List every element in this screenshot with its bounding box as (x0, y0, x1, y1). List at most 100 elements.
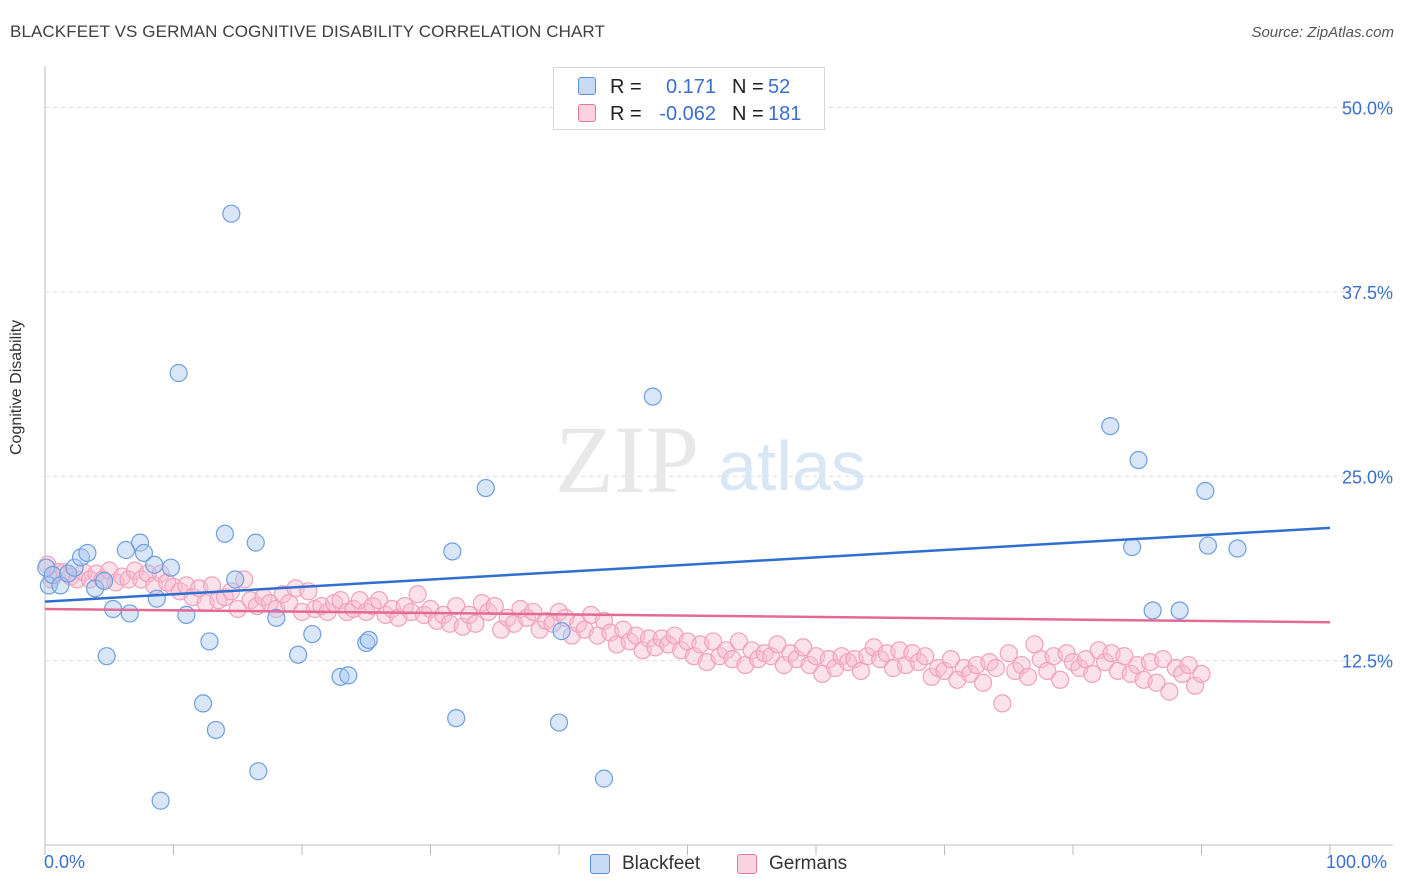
blackfeet-point (476, 478, 495, 498)
y-tick-label: 37.5% (1342, 283, 1393, 303)
germans-point (466, 614, 485, 633)
germans-point (794, 638, 813, 657)
r-value: 0.171 (665, 76, 716, 98)
germans-point (1160, 682, 1179, 701)
y-tick-label: 12.5% (1342, 652, 1393, 672)
germans-point (761, 647, 781, 666)
germans-point (524, 602, 543, 622)
blackfeet-point (303, 624, 322, 644)
blackfeet-point (289, 645, 308, 664)
blackfeet-point (177, 605, 196, 625)
germans-point (768, 635, 787, 654)
blackfeet-point (151, 791, 170, 810)
blackfeet-point (1170, 601, 1189, 620)
r-label: R = (610, 103, 642, 125)
blackfeet-point (147, 589, 166, 608)
blackfeet-point (443, 542, 462, 561)
blackfeet-point (97, 647, 116, 666)
germans-point (1083, 664, 1102, 684)
trend-lines (44, 526, 1331, 624)
n-label: N = (732, 103, 764, 125)
source-label: Source: ZipAtlas.com (1251, 24, 1394, 41)
y-tick-label: 25.0% (1342, 467, 1393, 487)
germans-point (1051, 670, 1070, 689)
blackfeet-point (359, 630, 378, 650)
blackfeet-point (1196, 481, 1215, 501)
germans-point (1018, 667, 1038, 686)
blackfeet-point (246, 533, 265, 552)
germans-trend-line (44, 607, 1331, 624)
axes (44, 66, 1393, 855)
blackfeet-point (145, 555, 164, 574)
germans-point (1192, 664, 1211, 684)
blackfeet-point (447, 709, 466, 728)
germans-point (228, 599, 247, 619)
blackfeet-point (161, 558, 181, 577)
germans-point (941, 650, 961, 669)
watermark-zip: ZIP (555, 406, 699, 513)
germans-legend-swatch (737, 854, 757, 874)
germans-point (973, 673, 993, 692)
blackfeet-trend-line (44, 526, 1331, 603)
germans-point (408, 585, 427, 604)
germans-point (68, 570, 87, 589)
correlation-legend: R = 0.171 N = 52 R = -0.062 N = 181 (553, 67, 825, 130)
germans-point (916, 647, 935, 666)
blackfeet-point (643, 387, 662, 406)
watermark: ZIP atlas (555, 406, 866, 513)
blackfeet-point (549, 713, 569, 732)
n-label: N = (732, 76, 764, 98)
x-tick-max: 100.0% (1326, 852, 1388, 872)
blackfeet-point (552, 622, 571, 641)
blackfeet-point (222, 204, 241, 223)
blackfeet-point (169, 363, 188, 383)
germans-point (1179, 655, 1198, 675)
blackfeet-point (331, 667, 350, 686)
blackfeet-point (120, 604, 139, 623)
germans-point (935, 661, 954, 681)
blackfeet-point (215, 524, 234, 543)
blackfeet-point (1123, 537, 1142, 557)
germans-point (1012, 655, 1031, 675)
blackfeet-point (249, 762, 268, 781)
blackfeet-point (193, 694, 213, 713)
blackfeet-point (200, 632, 219, 651)
blackfeet-point (78, 543, 97, 563)
germans-point (1115, 647, 1134, 666)
y-axis-label: Cognitive Disability (8, 319, 25, 455)
blackfeet-point (37, 558, 56, 577)
germans-points (38, 555, 1211, 713)
r-label: R = (610, 76, 642, 98)
blackfeet-point (357, 633, 376, 653)
watermark-atlas: atlas (718, 427, 866, 505)
germans-legend-label: Germans (769, 853, 848, 874)
blackfeet-point (267, 608, 286, 627)
blackfeet-point (130, 533, 150, 552)
n-value: 52 (768, 76, 791, 98)
blackfeet-legend-label: Blackfeet (622, 853, 701, 874)
blackfeet-point (1143, 601, 1162, 620)
germans-point (331, 591, 350, 610)
blackfeet-point (1129, 450, 1148, 470)
blackfeet-points (37, 204, 1247, 810)
germans-point (999, 644, 1018, 663)
r-value: -0.062 (659, 103, 716, 125)
blackfeet-point (1228, 539, 1247, 558)
blackfeet-legend-swatch (590, 854, 610, 874)
y-tick-labels: 12.5% 25.0% 37.5% 50.0% (1342, 99, 1393, 672)
blackfeet-point (206, 720, 226, 740)
blackfeet-point (339, 666, 358, 685)
chart-title: BLACKFEET VS GERMAN COGNITIVE DISABILITY… (10, 22, 605, 41)
germans-point (447, 596, 466, 616)
blackfeet-point (1101, 417, 1120, 436)
blackfeet-point (116, 540, 136, 560)
y-tick-label: 50.0% (1342, 99, 1393, 119)
blackfeet-point (1198, 536, 1218, 555)
germans-point (729, 632, 749, 651)
blackfeet-point (226, 570, 245, 589)
germans-point (1147, 673, 1166, 692)
germans-point (993, 694, 1012, 713)
germans-point (594, 611, 614, 630)
n-value: 181 (768, 103, 802, 125)
